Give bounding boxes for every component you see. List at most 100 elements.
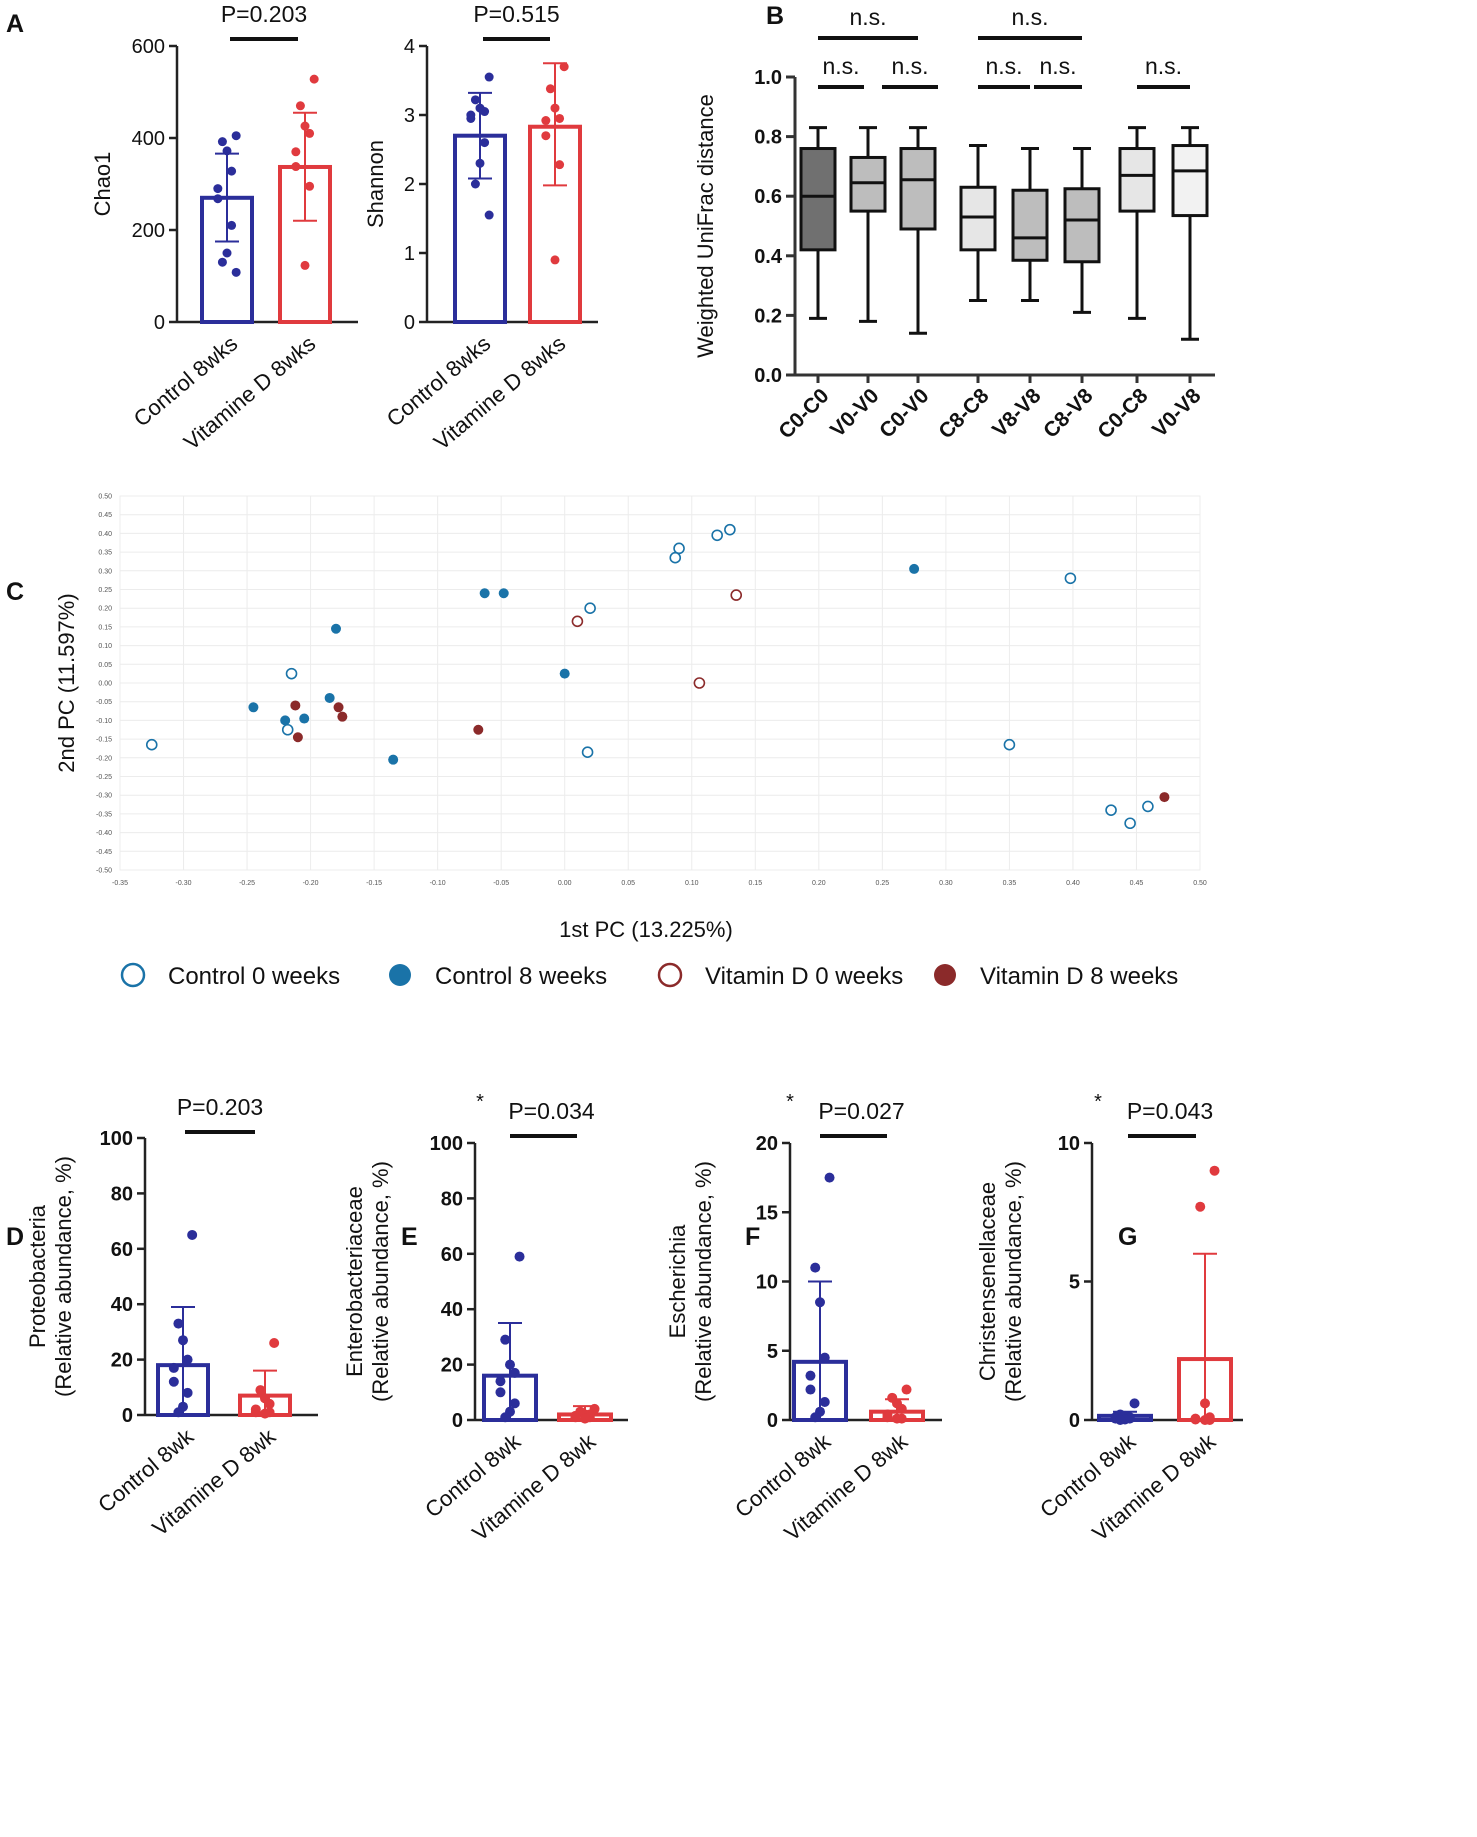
data-point bbox=[480, 138, 490, 148]
x-category-label: Vitamine D 8wks bbox=[179, 331, 320, 455]
data-point bbox=[509, 1398, 520, 1409]
y-tick-label: 0.15 bbox=[98, 624, 112, 631]
y-tick-label: 0.20 bbox=[98, 606, 112, 613]
p-value-label: P=0.203 bbox=[177, 1094, 263, 1120]
scatter-point bbox=[669, 551, 682, 564]
data-point bbox=[545, 84, 555, 94]
y-axis-subtitle: (Relative abundance, %) bbox=[51, 1156, 76, 1397]
x-tick-label: -0.05 bbox=[493, 880, 509, 887]
data-point bbox=[1200, 1398, 1210, 1409]
scatter-point bbox=[281, 723, 294, 736]
y-axis-title: Chao1 bbox=[90, 152, 115, 217]
y-tick-label: -0.30 bbox=[96, 793, 112, 800]
scatter-point bbox=[584, 602, 596, 615]
y-axis-subtitle: (Relative abundance, %) bbox=[691, 1161, 716, 1402]
significance-star: * bbox=[1094, 1091, 1102, 1113]
scatter-point bbox=[280, 715, 291, 726]
scatter-point bbox=[498, 588, 509, 599]
scatter-point bbox=[145, 738, 158, 751]
legend-marker bbox=[657, 962, 683, 988]
panel-letter-c: C bbox=[6, 578, 24, 606]
y-tick-label: 0.05 bbox=[98, 662, 112, 669]
ns-label: n.s. bbox=[1145, 53, 1182, 79]
y-tick-label: 2 bbox=[404, 174, 415, 196]
y-axis-title: 2nd PC (11.597%) bbox=[54, 593, 79, 772]
x-tick-label: -0.35 bbox=[112, 880, 128, 887]
data-point bbox=[470, 95, 480, 105]
escherichia-chart: 0 5 10 15 20 Escherichia (Relative abundance, … bbox=[665, 1091, 942, 1546]
y-tick-label: 80 bbox=[111, 1183, 133, 1205]
y-tick-label: 0.40 bbox=[98, 531, 112, 538]
ns-label: n.s. bbox=[985, 53, 1022, 79]
panel-letter-d: D bbox=[6, 1223, 24, 1251]
y-tick-label: 1.0 bbox=[754, 67, 782, 89]
y-axis-title: Proteobacteria bbox=[25, 1204, 50, 1348]
y-tick-label: 0.10 bbox=[98, 643, 112, 650]
data-point bbox=[217, 257, 227, 267]
x-tick-label: -0.20 bbox=[303, 880, 319, 887]
data-point bbox=[305, 128, 315, 138]
y-tick-label: 60 bbox=[441, 1244, 463, 1266]
y-tick-label: 20 bbox=[756, 1133, 778, 1155]
y-tick-label: 40 bbox=[111, 1294, 133, 1316]
panel-letter-b: B bbox=[766, 2, 784, 30]
scatter-point bbox=[333, 702, 344, 713]
y-tick-label: -0.45 bbox=[96, 849, 112, 856]
x-tick-label: 0.20 bbox=[812, 880, 826, 887]
x-category-label: C0-C0 bbox=[774, 384, 833, 443]
data-point bbox=[495, 1387, 506, 1398]
data-point bbox=[1129, 1398, 1140, 1409]
x-tick-label: -0.10 bbox=[430, 880, 446, 887]
data-point bbox=[300, 260, 310, 270]
y-tick-label: 80 bbox=[441, 1188, 463, 1210]
scatter-point bbox=[248, 702, 259, 713]
x-category-label: V8-V8 bbox=[988, 384, 1046, 442]
pca-scatter: -0.35 -0.30 -0.25 -0.20 -0.15 -0.10 -0.05 0.00 0… bbox=[54, 494, 1207, 991]
data-point bbox=[805, 1384, 816, 1395]
box-4 bbox=[1011, 188, 1049, 262]
scatter-point bbox=[292, 732, 303, 743]
y-tick-label: 0 bbox=[154, 312, 165, 334]
y-tick-label: 0.2 bbox=[754, 305, 782, 327]
data-point bbox=[810, 1412, 821, 1423]
x-tick-label: 0.35 bbox=[1003, 880, 1017, 887]
data-point bbox=[541, 116, 551, 126]
data-point bbox=[291, 162, 301, 172]
box-6 bbox=[1118, 147, 1156, 213]
x-category-label: C0-C8 bbox=[1093, 384, 1152, 443]
data-point bbox=[260, 1408, 270, 1419]
data-point bbox=[305, 181, 315, 191]
significance-star: * bbox=[786, 1091, 794, 1113]
x-tick-label: 0.30 bbox=[939, 880, 953, 887]
data-point bbox=[213, 184, 223, 194]
data-point bbox=[550, 103, 560, 113]
y-tick-label: -0.10 bbox=[96, 718, 112, 725]
ns-label: n.s. bbox=[822, 53, 859, 79]
x-axis-title: 1st PC (13.225%) bbox=[559, 917, 733, 942]
x-tick-label: -0.25 bbox=[239, 880, 255, 887]
y-tick-label: 0.8 bbox=[754, 127, 782, 149]
x-tick-label: 0.50 bbox=[1193, 880, 1207, 887]
data-point bbox=[222, 146, 232, 156]
scatter-point bbox=[1142, 800, 1154, 813]
p-value-label: P=0.043 bbox=[1127, 1098, 1213, 1124]
scatter-point bbox=[1105, 804, 1117, 816]
data-point bbox=[505, 1359, 515, 1370]
y-axis-subtitle: (Relative abundance, %) bbox=[1001, 1161, 1026, 1402]
ns-label: n.s. bbox=[849, 4, 886, 30]
scatter-point bbox=[711, 529, 723, 542]
scatter-point bbox=[473, 724, 484, 735]
data-point bbox=[269, 1337, 280, 1348]
data-point bbox=[475, 158, 485, 168]
y-tick-label: 20 bbox=[111, 1350, 133, 1372]
data-point bbox=[500, 1412, 511, 1423]
data-point bbox=[555, 113, 565, 123]
data-point bbox=[1209, 1165, 1220, 1176]
y-axis-title: Christensenellaceae bbox=[975, 1182, 1000, 1381]
y-tick-label: 0.25 bbox=[98, 587, 112, 594]
data-point bbox=[1200, 1415, 1210, 1425]
y-tick-label: 600 bbox=[132, 36, 165, 58]
data-point bbox=[213, 194, 223, 204]
